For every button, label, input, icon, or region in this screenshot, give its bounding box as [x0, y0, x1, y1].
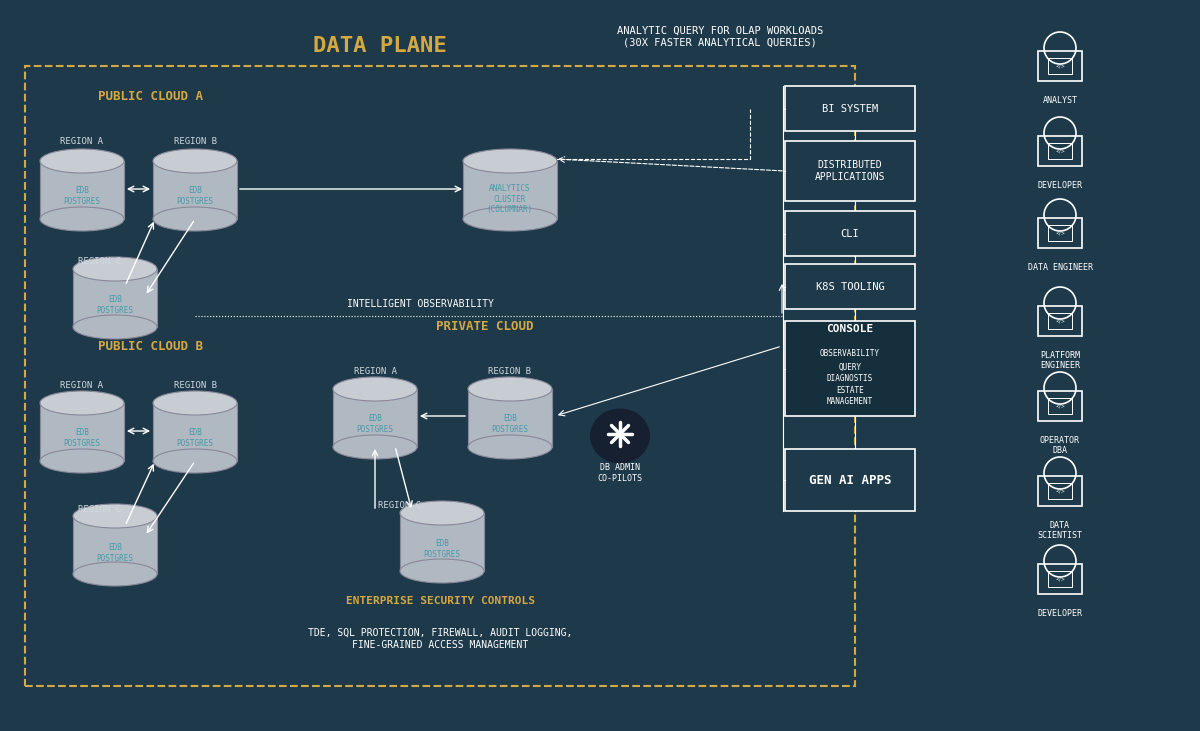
Text: DISTRIBUTED
APPLICATIONS: DISTRIBUTED APPLICATIONS: [815, 160, 886, 182]
Text: QUERY
DIAGNOSTIS: QUERY DIAGNOSTIS: [827, 363, 874, 383]
Text: </>: </>: [1055, 319, 1064, 324]
Text: REGION A: REGION A: [60, 137, 103, 145]
Text: REGION C: REGION C: [78, 504, 121, 513]
Text: DB ADMIN
CO-PILOTS: DB ADMIN CO-PILOTS: [598, 463, 642, 482]
Text: CONSOLE: CONSOLE: [827, 324, 874, 334]
Text: REGION B: REGION B: [174, 382, 216, 390]
Ellipse shape: [468, 435, 552, 459]
Bar: [40, 403, 124, 461]
Ellipse shape: [334, 377, 418, 401]
Text: OPERATOR
DBA: OPERATOR DBA: [1040, 436, 1080, 455]
Text: EDB
POSTGRES: EDB POSTGRES: [176, 186, 214, 205]
Ellipse shape: [73, 504, 157, 528]
Text: EDB
POSTGRES: EDB POSTGRES: [492, 414, 528, 433]
Text: EDB
POSTGRES: EDB POSTGRES: [356, 414, 394, 433]
Text: PUBLIC CLOUD B: PUBLIC CLOUD B: [97, 339, 203, 352]
Ellipse shape: [73, 257, 157, 281]
Ellipse shape: [73, 562, 157, 586]
Ellipse shape: [468, 377, 552, 401]
Text: DEVELOPER: DEVELOPER: [1038, 609, 1082, 618]
Bar: [73, 516, 157, 574]
Bar: [468, 389, 552, 447]
Text: EDB
POSTGRES: EDB POSTGRES: [424, 539, 461, 558]
Text: DATA
SCIENTIST: DATA SCIENTIST: [1038, 521, 1082, 540]
Text: K8S TOOLING: K8S TOOLING: [816, 281, 884, 292]
Text: REGION C: REGION C: [378, 501, 421, 510]
Text: </>: </>: [1055, 230, 1064, 235]
Text: REGION C: REGION C: [78, 257, 121, 265]
Text: TDE, SQL PROTECTION, FIREWALL, AUDIT LOGGING,
FINE-GRAINED ACCESS MANAGEMENT: TDE, SQL PROTECTION, FIREWALL, AUDIT LOG…: [308, 628, 572, 650]
Text: </>: </>: [1055, 577, 1064, 581]
Ellipse shape: [400, 501, 484, 525]
Text: BI SYSTEM: BI SYSTEM: [822, 104, 878, 113]
Bar: [334, 389, 418, 447]
Text: PLATFORM
ENGINEER: PLATFORM ENGINEER: [1040, 351, 1080, 371]
Ellipse shape: [40, 149, 124, 173]
Ellipse shape: [154, 391, 238, 415]
Text: EDB
POSTGRES: EDB POSTGRES: [176, 428, 214, 447]
FancyBboxPatch shape: [785, 321, 916, 416]
Ellipse shape: [154, 207, 238, 231]
Text: EDB
POSTGRES: EDB POSTGRES: [96, 295, 133, 315]
Text: ANALYST: ANALYST: [1043, 96, 1078, 105]
Text: CLI: CLI: [841, 229, 859, 238]
FancyBboxPatch shape: [785, 264, 916, 309]
FancyBboxPatch shape: [785, 86, 916, 131]
FancyBboxPatch shape: [785, 449, 916, 511]
Bar: [463, 161, 557, 219]
Text: OBSERVABILITY: OBSERVABILITY: [820, 349, 880, 357]
Text: </>: </>: [1055, 488, 1064, 493]
Ellipse shape: [40, 207, 124, 231]
Text: ANALYTIC QUERY FOR OLAP WORKLOADS
(30X FASTER ANALYTICAL QUERIES): ANALYTIC QUERY FOR OLAP WORKLOADS (30X F…: [617, 26, 823, 48]
Text: EDB
POSTGRES: EDB POSTGRES: [96, 543, 133, 563]
Text: EDB
POSTGRES: EDB POSTGRES: [64, 186, 101, 205]
Bar: [73, 269, 157, 327]
Text: </>: </>: [1055, 64, 1064, 69]
Text: GEN AI APPS: GEN AI APPS: [809, 474, 892, 487]
Bar: [40, 161, 124, 219]
Text: EDB
POSTGRES: EDB POSTGRES: [64, 428, 101, 447]
Ellipse shape: [154, 149, 238, 173]
Text: DEVELOPER: DEVELOPER: [1038, 181, 1082, 190]
Bar: [154, 403, 238, 461]
Ellipse shape: [400, 559, 484, 583]
Ellipse shape: [40, 449, 124, 473]
FancyBboxPatch shape: [785, 211, 916, 256]
Bar: [154, 161, 238, 219]
Ellipse shape: [463, 207, 557, 231]
Text: INTELLIGENT OBSERVABILITY: INTELLIGENT OBSERVABILITY: [347, 299, 493, 309]
Text: DATA PLANE: DATA PLANE: [313, 36, 446, 56]
Text: ANALYTICS
CLUSTER
(COLUMNAR): ANALYTICS CLUSTER (COLUMNAR): [487, 184, 533, 214]
Text: REGION A: REGION A: [354, 366, 396, 376]
Text: </>: </>: [1055, 404, 1064, 409]
Text: DATA ENGINEER: DATA ENGINEER: [1027, 263, 1092, 272]
Ellipse shape: [40, 391, 124, 415]
Text: ENTERPRISE SECURITY CONTROLS: ENTERPRISE SECURITY CONTROLS: [346, 596, 534, 606]
Ellipse shape: [590, 409, 650, 463]
Text: </>: </>: [1055, 148, 1064, 154]
Text: ESTATE
MANAGEMENT: ESTATE MANAGEMENT: [827, 386, 874, 406]
Bar: [400, 513, 484, 571]
FancyBboxPatch shape: [785, 141, 916, 201]
Text: REGION B: REGION B: [174, 137, 216, 145]
Ellipse shape: [154, 449, 238, 473]
Ellipse shape: [334, 435, 418, 459]
Text: REGION B: REGION B: [488, 366, 532, 376]
Text: REGION A: REGION A: [60, 382, 103, 390]
Text: PRIVATE CLOUD: PRIVATE CLOUD: [437, 319, 534, 333]
Ellipse shape: [73, 315, 157, 339]
Ellipse shape: [463, 149, 557, 173]
Text: PUBLIC CLOUD A: PUBLIC CLOUD A: [97, 89, 203, 102]
